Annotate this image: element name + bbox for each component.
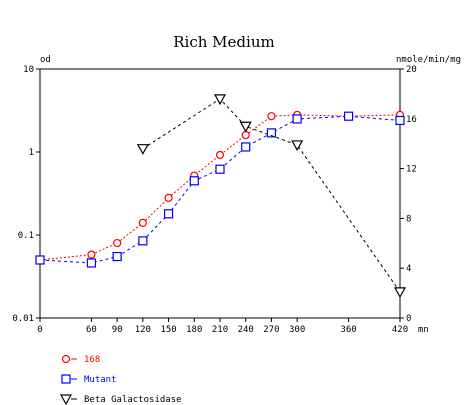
data-point bbox=[213, 94, 227, 106]
data-point bbox=[291, 140, 304, 152]
x-tick-label: 180 bbox=[186, 325, 202, 335]
x-axis-unit: mn bbox=[418, 325, 429, 335]
data-point bbox=[241, 142, 251, 152]
left-y-tick-label: 1 bbox=[29, 148, 34, 158]
data-point bbox=[113, 238, 122, 248]
legend-label: 168 bbox=[84, 355, 100, 365]
right-y-tick-label: 16 bbox=[406, 115, 417, 125]
x-axis-ticks: 0 60 90 120 150 180 210 240 270 300 360 420 bbox=[37, 318, 408, 335]
data-point bbox=[164, 193, 173, 202]
series-2 bbox=[136, 94, 407, 299]
right-y-tick-label: 4 bbox=[406, 264, 411, 274]
right-y-tick-label: 8 bbox=[406, 214, 411, 224]
right-y-axis-ticks: 0 4 8 12 16 20 bbox=[400, 65, 417, 324]
data-point bbox=[395, 115, 405, 126]
x-tick-label: 240 bbox=[238, 325, 254, 335]
data-point bbox=[138, 236, 148, 246]
legend-marker bbox=[61, 354, 71, 364]
data-point bbox=[215, 150, 225, 160]
x-tick-label: 60 bbox=[86, 325, 97, 335]
legend-marker bbox=[59, 394, 73, 405]
data-point bbox=[86, 258, 97, 268]
data-point bbox=[343, 111, 354, 121]
legend-label: Mutant bbox=[84, 375, 117, 385]
data-point bbox=[215, 164, 225, 174]
right-y-tick-label: 12 bbox=[406, 165, 417, 175]
left-y-tick-label: 0.1 bbox=[18, 231, 34, 241]
data-point bbox=[292, 114, 302, 124]
x-tick-label: 270 bbox=[263, 325, 279, 335]
data-point bbox=[241, 130, 250, 140]
data-point bbox=[138, 218, 147, 227]
data-point bbox=[112, 251, 122, 262]
x-tick-label: 210 bbox=[212, 325, 228, 335]
x-tick-label: 150 bbox=[160, 325, 176, 335]
right-y-tick-label: 20 bbox=[406, 65, 417, 75]
data-point bbox=[267, 112, 276, 121]
legend-item: Mutant bbox=[61, 374, 117, 385]
legend-marker bbox=[61, 374, 71, 384]
x-tick-label: 420 bbox=[392, 325, 408, 335]
x-tick-label: 90 bbox=[112, 325, 123, 335]
left-axis-unit: od bbox=[40, 55, 51, 65]
series-1 bbox=[35, 111, 405, 268]
data-point bbox=[266, 128, 277, 138]
data-point bbox=[87, 250, 96, 259]
legend-item: Beta Galactosidase bbox=[59, 394, 182, 405]
legend: 168 Mutant Beta Galactosidase bbox=[59, 354, 182, 405]
left-y-tick-label: 0.01 bbox=[12, 314, 34, 324]
x-tick-label: 360 bbox=[340, 325, 356, 335]
data-point bbox=[163, 209, 174, 219]
x-tick-label: 120 bbox=[135, 325, 151, 335]
series-layer bbox=[35, 94, 407, 299]
left-y-tick-label: 10 bbox=[23, 65, 34, 75]
series-line bbox=[142, 98, 401, 293]
plot-frame bbox=[39, 68, 401, 319]
series-line bbox=[39, 114, 401, 261]
data-point bbox=[189, 176, 199, 186]
chart-title: Rich Medium bbox=[173, 33, 274, 51]
left-y-axis-ticks: 0.01 0.1 1 10 bbox=[12, 65, 40, 324]
x-tick-label: 300 bbox=[289, 325, 305, 335]
data-point bbox=[393, 287, 407, 299]
legend-label: Beta Galactosidase bbox=[84, 395, 182, 405]
series-line bbox=[39, 115, 401, 264]
legend-item: 168 bbox=[61, 354, 100, 365]
x-tick-label: 0 bbox=[37, 325, 42, 335]
data-point bbox=[239, 121, 252, 133]
series-0 bbox=[35, 110, 405, 265]
data-point bbox=[35, 255, 45, 265]
data-point bbox=[136, 144, 149, 155]
right-axis-unit: nmole/min/mg bbox=[396, 55, 461, 65]
right-y-tick-label: 0 bbox=[406, 314, 411, 324]
